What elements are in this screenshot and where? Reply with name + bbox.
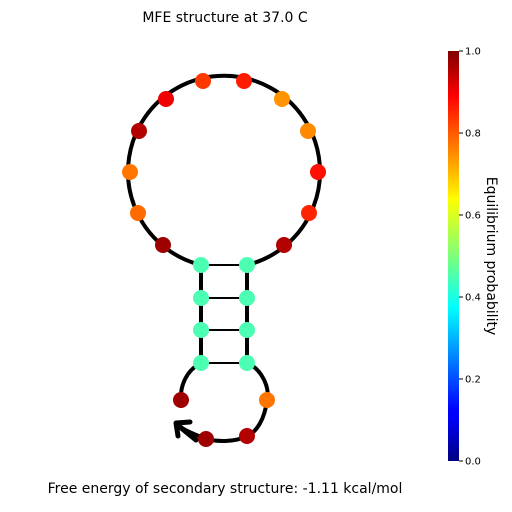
colorbar-tick-label: 0.6	[465, 211, 481, 222]
nucleotide	[130, 205, 146, 221]
nucleotide	[239, 257, 255, 273]
colorbar-ticks: 0.0 0.2 0.4 0.6 0.8 1.0	[459, 47, 481, 468]
nucleotide	[236, 73, 252, 89]
colorbar-tick-label: 0.8	[465, 129, 481, 140]
nucleotide	[274, 91, 290, 107]
nucleotide	[158, 91, 174, 107]
nucleotide	[131, 123, 147, 139]
colorbar-tick-label: 0.4	[465, 293, 481, 304]
nucleotide	[173, 392, 189, 408]
nucleotide	[195, 73, 211, 89]
nucleotide	[239, 355, 255, 371]
backbone	[126, 73, 322, 443]
nucleotide	[193, 355, 209, 371]
nucleotides	[122, 73, 326, 447]
nucleotide	[259, 392, 275, 408]
nucleotide	[193, 290, 209, 306]
colorbar-tick-label: 0.0	[465, 457, 481, 468]
colorbar: 0.0 0.2 0.4 0.6 0.8 1.0 Equilibrium probabili…	[448, 47, 499, 468]
nucleotide	[193, 322, 209, 338]
colorbar-label: Equilibrium probability	[483, 177, 499, 335]
colorbar-tick-label: 0.2	[465, 375, 481, 386]
nucleotide	[122, 164, 138, 180]
nucleotide	[301, 205, 317, 221]
nucleotide	[300, 123, 316, 139]
nucleotide	[193, 257, 209, 273]
nucleotide	[239, 322, 255, 338]
nucleotide	[276, 237, 292, 253]
colorbar-tick-label: 1.0	[465, 47, 481, 58]
nucleotide	[239, 290, 255, 306]
colorbar-gradient	[448, 51, 459, 461]
free-energy-caption: Free energy of secondary structure: -1.1…	[47, 481, 403, 497]
nucleotide	[310, 164, 326, 180]
hairpin-loop-backbone	[126, 73, 322, 267]
exterior-loop-backbone	[180, 361, 270, 443]
nucleotide	[155, 237, 171, 253]
base-pair-bonds	[201, 264, 247, 364]
five-prime-arrow	[173, 419, 199, 443]
nucleotide	[198, 431, 214, 447]
plot-title: MFE structure at 37.0 C	[142, 10, 308, 26]
nucleotide	[239, 428, 255, 444]
